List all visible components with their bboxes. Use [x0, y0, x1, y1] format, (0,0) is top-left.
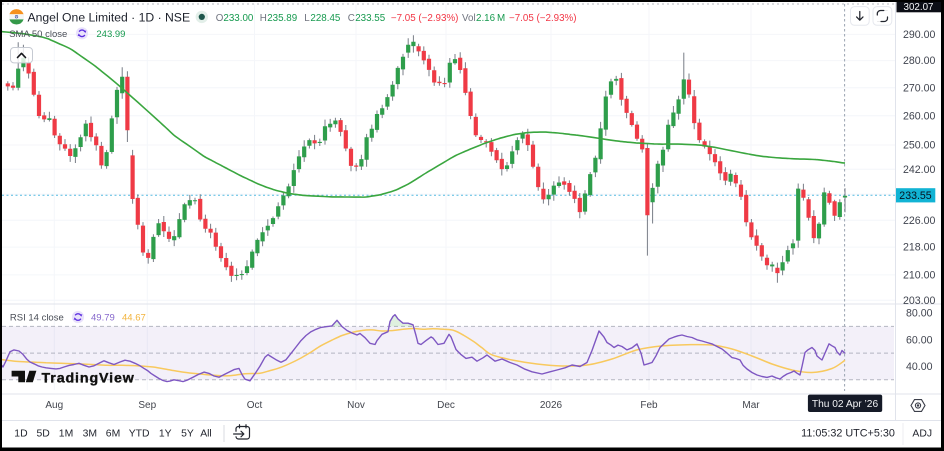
svg-text:203.00: 203.00 [903, 295, 936, 307]
svg-text:TradingView: TradingView [42, 370, 135, 386]
svg-text:Angel One Limited · 1D · NSE: Angel One Limited · 1D · NSE [28, 11, 191, 25]
svg-text:All: All [200, 428, 212, 439]
svg-text:80.00: 80.00 [906, 308, 933, 320]
svg-text:6M: 6M [106, 428, 120, 439]
svg-text:Mar: Mar [742, 400, 760, 411]
svg-text:O: O [216, 13, 224, 24]
svg-text:2.16 M: 2.16 M [476, 13, 505, 24]
svg-text:242.00: 242.00 [903, 164, 936, 176]
svg-text:SMA 50 close: SMA 50 close [9, 29, 67, 40]
svg-text:302.07: 302.07 [904, 2, 934, 13]
svg-text:Nov: Nov [347, 400, 365, 411]
svg-text:233.55: 233.55 [355, 13, 386, 24]
svg-text:Oct: Oct [247, 400, 263, 411]
svg-text:5Y: 5Y [181, 428, 194, 439]
svg-text:Vol: Vol [462, 13, 476, 24]
svg-text:5D: 5D [37, 428, 50, 439]
svg-text:235.89: 235.89 [267, 13, 297, 24]
svg-text:−7.05 (−2.93%): −7.05 (−2.93%) [391, 13, 459, 24]
svg-text:L: L [304, 13, 310, 24]
svg-text:1M: 1M [59, 428, 73, 439]
svg-text:218.00: 218.00 [903, 242, 936, 254]
svg-text:233.00: 233.00 [223, 13, 254, 24]
svg-text:−7.05 (−2.93%): −7.05 (−2.93%) [509, 13, 577, 24]
svg-text:260.00: 260.00 [903, 110, 936, 122]
svg-text:C: C [348, 13, 355, 24]
svg-text:ADJ: ADJ [912, 428, 932, 439]
svg-text:11:05:32 UTC+5:30: 11:05:32 UTC+5:30 [801, 427, 895, 439]
svg-text:60.00: 60.00 [906, 334, 933, 346]
svg-text:233.55: 233.55 [899, 190, 932, 202]
svg-text:3M: 3M [83, 428, 97, 439]
svg-text:Aug: Aug [45, 400, 63, 411]
svg-text:270.00: 270.00 [903, 82, 936, 94]
svg-text:RSI 14 close: RSI 14 close [10, 313, 64, 324]
svg-text:Thu 02 Apr ’26: Thu 02 Apr ’26 [812, 399, 879, 410]
svg-text:44.67: 44.67 [122, 313, 146, 324]
svg-text:290.00: 290.00 [903, 29, 936, 41]
svg-text:YTD: YTD [129, 428, 150, 439]
svg-text:Feb: Feb [640, 400, 658, 411]
svg-text:210.00: 210.00 [903, 270, 936, 282]
svg-text:1Y: 1Y [159, 428, 172, 439]
svg-text:Sep: Sep [138, 400, 156, 411]
svg-text:250.00: 250.00 [903, 140, 936, 152]
svg-text:40.00: 40.00 [906, 361, 933, 373]
svg-text:280.00: 280.00 [903, 55, 936, 67]
svg-text:243.99: 243.99 [96, 29, 125, 40]
svg-text:226.00: 226.00 [903, 215, 936, 227]
svg-text:H: H [260, 13, 267, 24]
svg-text:49.79: 49.79 [91, 313, 115, 324]
svg-text:Dec: Dec [437, 400, 455, 411]
svg-text:2026: 2026 [540, 400, 563, 411]
svg-text:1D: 1D [14, 428, 27, 439]
svg-text:228.45: 228.45 [310, 13, 341, 24]
